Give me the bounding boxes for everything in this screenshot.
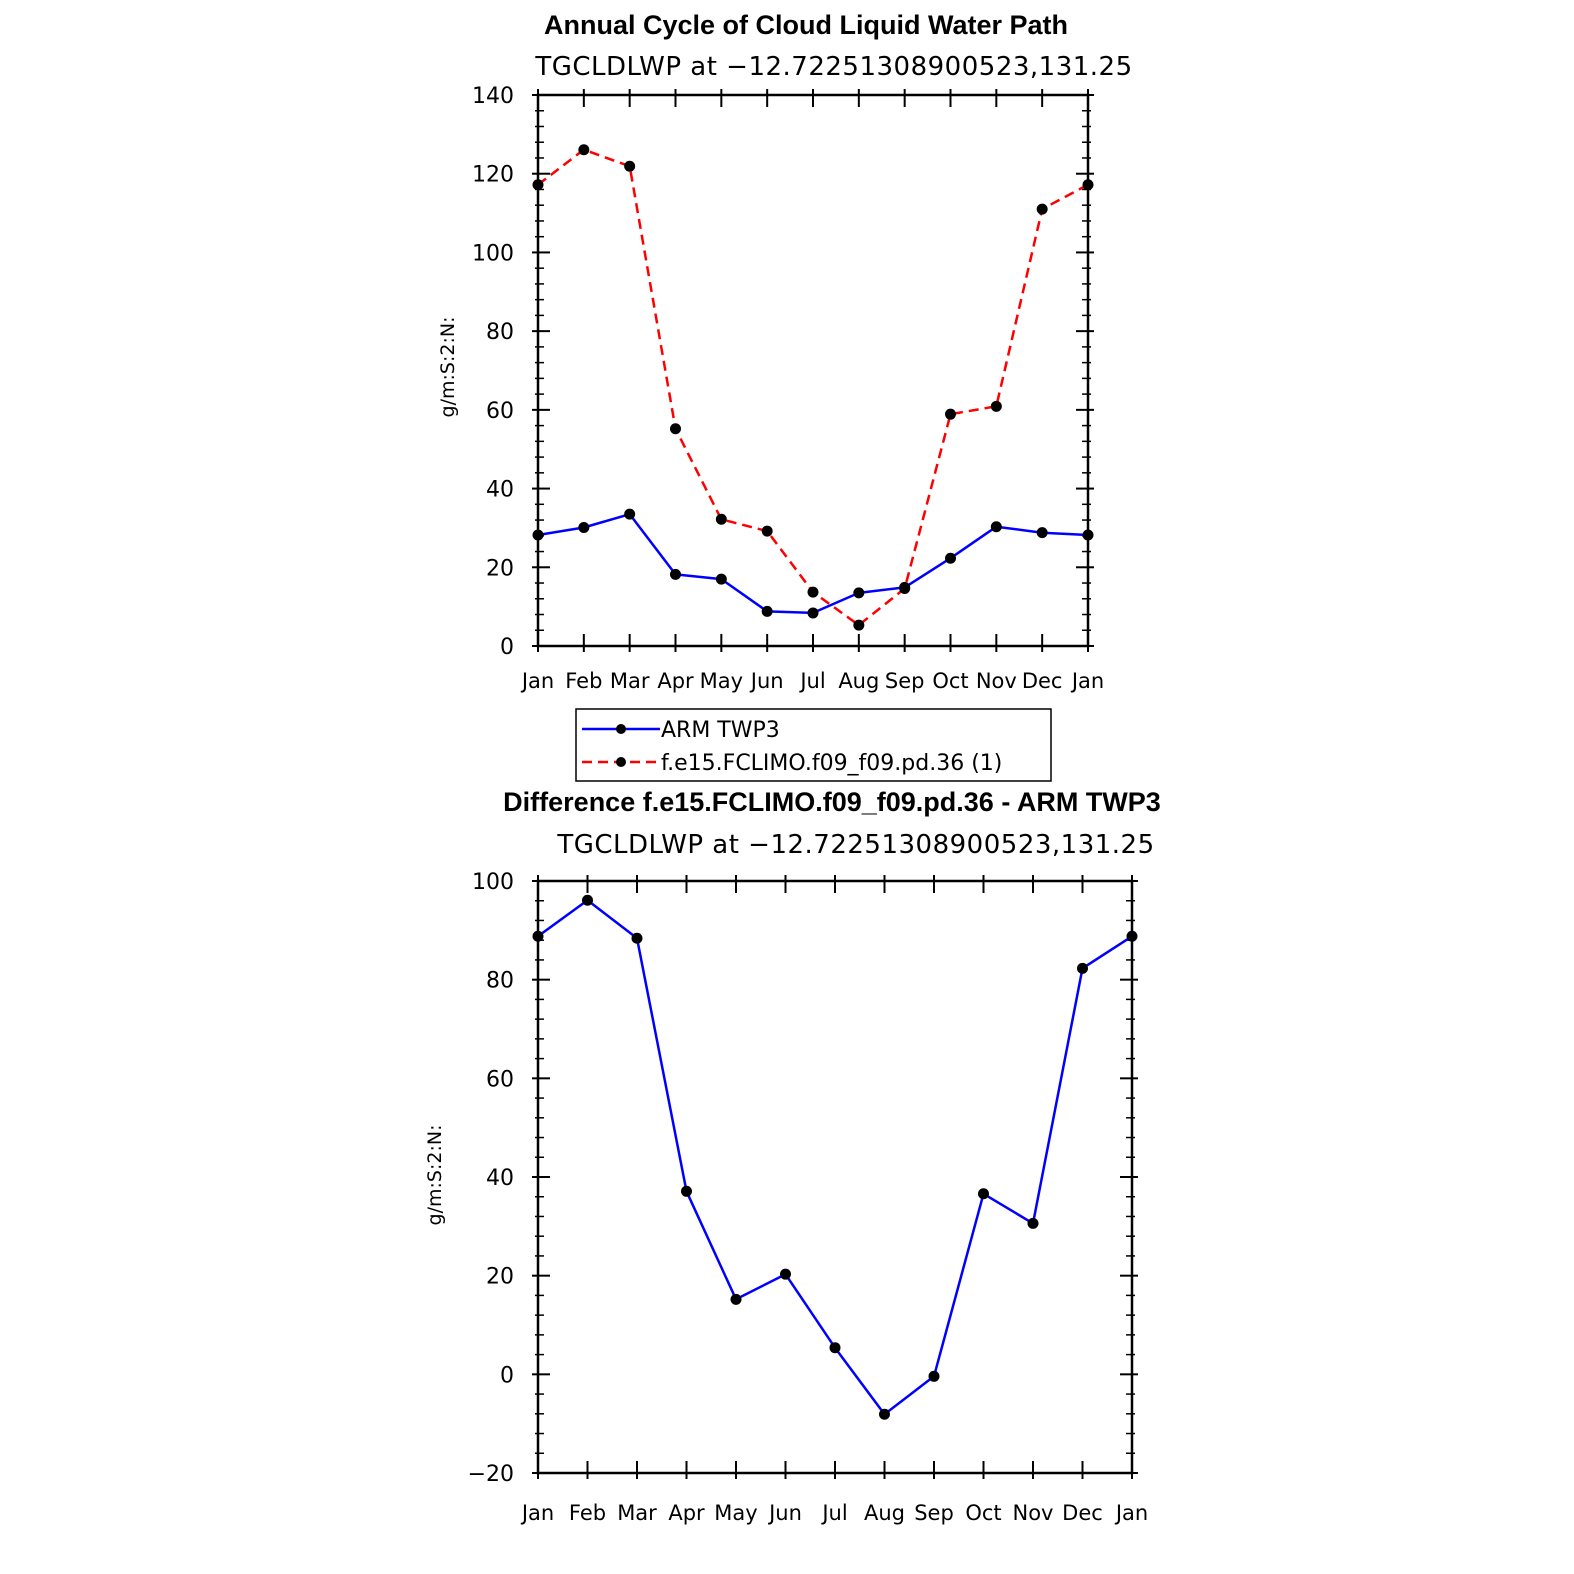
data-point (578, 522, 590, 534)
y-tick-label: 140 (472, 84, 514, 109)
data-point (624, 508, 636, 520)
data-point (582, 894, 593, 906)
chart-title: Difference f.e15.FCLIMO.f09_f09.pd.36 - … (503, 787, 1161, 817)
data-point (1027, 1217, 1039, 1229)
data-point (1036, 203, 1048, 215)
data-point (715, 573, 727, 585)
x-tick-label: Aug (838, 669, 879, 693)
y-tick-label: 0 (500, 635, 514, 660)
data-point (945, 552, 956, 564)
data-point (532, 529, 544, 541)
y-tick-label: 120 (472, 163, 514, 188)
x-tick-label: Oct (965, 1501, 1001, 1525)
data-point (879, 1408, 890, 1420)
y-tick-label: 100 (472, 870, 514, 895)
difference-chart: Difference f.e15.FCLIMO.f09_f09.pd.36 - … (424, 787, 1161, 1525)
y-tick-label: 20 (486, 1265, 514, 1290)
data-point (715, 513, 727, 525)
x-tick-label: Nov (976, 669, 1017, 693)
y-tick-label: 80 (486, 969, 514, 994)
legend-label-model: f.e15.FCLIMO.f09_f09.pd.36 (1) (661, 751, 1002, 776)
x-tick-label: Jan (1114, 1501, 1148, 1525)
y-tick-label: −20 (468, 1462, 514, 1487)
legend-label-arm-twp3: ARM TWP3 (661, 718, 780, 743)
x-tick-label: May (700, 669, 743, 693)
x-tick-label: Sep (914, 1501, 954, 1525)
annual-cycle-chart: Annual Cycle of Cloud Liquid Water Path … (437, 10, 1132, 693)
x-tick-label: Jan (520, 669, 554, 693)
x-tick-label: Jul (820, 1501, 847, 1525)
y-tick-label: 0 (500, 1363, 514, 1388)
x-tick-label: Dec (1022, 669, 1063, 693)
data-point (578, 144, 590, 156)
data-point (1082, 179, 1094, 191)
data-point (761, 605, 773, 617)
data-point (945, 408, 956, 420)
series-line-1 (537, 148, 1089, 627)
x-tick-label: May (714, 1501, 757, 1525)
data-point (670, 423, 681, 435)
data-point (761, 525, 773, 537)
x-tick-label: Aug (864, 1501, 905, 1525)
x-tick-label: Mar (610, 669, 650, 693)
plot-area: Jan Feb Mar Apr May Jun Jul Aug Sep Oct Nov Dec Jan0… (472, 84, 1104, 693)
data-point (1126, 930, 1138, 942)
chart-title: Annual Cycle of Cloud Liquid Water Path (544, 10, 1068, 40)
chart-subtitle: TGCLDLWP at −12.72251308900523,131.25 (534, 52, 1132, 82)
x-tick-label: Dec (1062, 1501, 1103, 1525)
x-tick-label: Nov (1013, 1501, 1054, 1525)
data-point (978, 1188, 989, 1200)
x-tick-label: Feb (569, 1501, 606, 1525)
data-point (532, 930, 544, 942)
x-tick-label: Mar (617, 1501, 657, 1525)
legend-marker-arm-twp3 (616, 724, 626, 734)
data-point (532, 179, 544, 191)
y-tick-label: 40 (486, 478, 514, 503)
data-point (730, 1293, 742, 1305)
x-tick-label: Jun (749, 669, 784, 693)
y-tick-label: 60 (486, 399, 514, 424)
y-tick-label: 100 (472, 241, 514, 266)
y-tick-label: 80 (486, 320, 514, 345)
data-point (631, 932, 643, 944)
data-point (899, 583, 911, 595)
plot-area: Jan Feb Mar Apr May Jun Jul Aug Sep Oct Nov Dec Jan−… (468, 870, 1149, 1525)
data-point (1036, 527, 1048, 539)
data-point (853, 587, 865, 599)
data-point (990, 521, 1002, 533)
legend-marker-model (616, 757, 626, 767)
y-tick-label: 40 (486, 1166, 514, 1191)
data-point (670, 568, 681, 580)
x-tick-label: Jun (767, 1501, 802, 1525)
data-point (624, 160, 636, 172)
y-tick-label: 20 (486, 556, 514, 581)
series-line-0 (537, 898, 1133, 1416)
x-tick-label: Jan (1070, 669, 1104, 693)
x-tick-label: Jul (798, 669, 825, 693)
x-tick-label: Apr (657, 669, 694, 693)
data-point (681, 1185, 692, 1197)
data-point (780, 1268, 791, 1280)
data-point (853, 619, 865, 631)
y-tick-label: 60 (486, 1067, 514, 1092)
x-tick-label: Sep (885, 669, 925, 693)
legend: ARM TWP3 f.e15.FCLIMO.f09_f09.pd.36 (1) (575, 708, 1052, 782)
x-tick-label: Apr (668, 1501, 705, 1525)
data-point (807, 607, 819, 619)
data-point (807, 586, 819, 598)
x-tick-label: Jan (520, 1501, 554, 1525)
y-axis-label: g/m:S:2:N: (424, 1125, 446, 1226)
y-axis-label: g/m:S:2:N: (437, 317, 459, 418)
chart-subtitle: TGCLDLWP at −12.72251308900523,131.25 (556, 830, 1154, 860)
data-point (829, 1342, 841, 1354)
data-point (928, 1370, 940, 1382)
data-point (990, 400, 1002, 412)
x-tick-label: Feb (565, 669, 602, 693)
series-line-0 (537, 512, 1089, 615)
legend-box (575, 708, 1052, 782)
data-point (1077, 962, 1088, 974)
x-tick-label: Oct (932, 669, 968, 693)
data-point (1082, 529, 1094, 541)
